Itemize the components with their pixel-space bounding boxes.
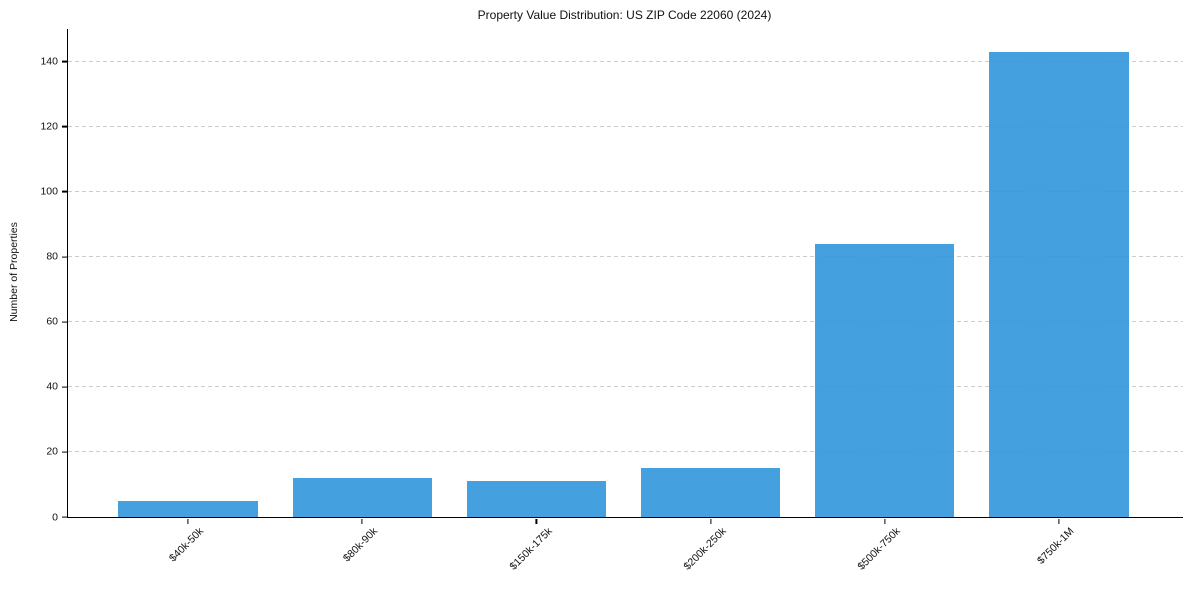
y-tick-label: 0 [52,510,58,523]
gridline [68,320,1183,322]
x-tick-label: $200k-250k [681,525,729,573]
y-tick-mark [61,256,67,258]
bar [815,243,955,517]
plot-area: 0 20 40 60 80 100 120 140 $40k-50k $80k-90k $150k… [40,29,1183,573]
bar-slot [275,29,449,517]
y-tick-mark [61,516,67,518]
y-tick-label: 120 [40,120,58,133]
y-tick-label: 140 [40,55,58,68]
y-tick-label: 40 [46,380,58,393]
x-tick-mark [709,518,712,524]
bar-slot [449,29,623,517]
gridline [68,450,1183,452]
x-tick-label: $750k-1M [1035,525,1077,567]
y-tick-mark [61,126,67,128]
y-tick-label: 60 [46,315,58,328]
bar-slot [972,29,1146,517]
gridline [68,125,1183,127]
y-tick-mark [61,321,67,323]
bar [466,481,607,517]
x-tick-label: $80k-90k [340,525,381,565]
y-tick-mark [61,60,67,63]
x-tick-mark [361,518,363,524]
y-tick-mark [61,386,67,388]
x-tick-label: $150k-175k [506,525,555,573]
gridline [68,60,1183,62]
bar [640,468,781,517]
bar-slot [101,29,275,517]
y-tick-label: 100 [40,185,58,198]
x-tick-mark [535,518,537,524]
x-tick-mark [884,518,886,524]
y-tick-label: 20 [46,445,58,458]
bar [118,500,258,517]
chart-title: Property Value Distribution: US ZIP Code… [477,8,772,22]
y-tick-mark [61,191,67,193]
y-axis-label: Number of Properties [8,222,20,322]
bar [292,477,432,517]
y-tick-mark [61,451,67,453]
x-tick-mark [1058,518,1060,524]
x-tick-mark [187,518,189,524]
bar [989,51,1129,517]
bar-slot [798,29,972,517]
x-tick-label: $500k-750k [855,525,903,573]
bar-slot [624,29,798,517]
gridline [68,255,1183,257]
gridline [68,190,1183,192]
bars [68,29,1183,517]
gridline [68,385,1183,387]
x-tick-label: $40k-50k [166,525,206,565]
y-tick-label: 80 [46,250,58,263]
